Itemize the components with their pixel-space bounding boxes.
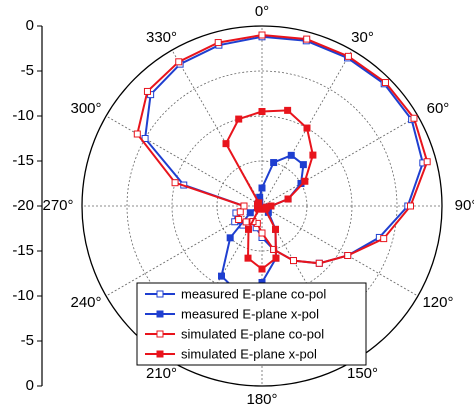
angle-label: 120° xyxy=(422,294,453,311)
marker xyxy=(315,259,323,267)
legend-label: measured E-plane x-pol xyxy=(181,306,319,321)
marker xyxy=(309,151,317,159)
angle-label: 0° xyxy=(255,3,269,20)
marker xyxy=(423,158,431,166)
radial-tick-label: -15 xyxy=(12,152,34,169)
marker xyxy=(222,140,230,148)
angle-label: 300° xyxy=(71,100,102,117)
legend-marker xyxy=(156,350,164,358)
radial-tick-label: -20 xyxy=(12,197,34,214)
marker xyxy=(303,124,311,132)
legend-marker xyxy=(156,310,164,318)
marker xyxy=(246,209,254,217)
grid-circle xyxy=(81,25,443,387)
marker xyxy=(284,195,292,203)
marker xyxy=(258,31,266,39)
angle-label: 180° xyxy=(246,391,277,408)
series xyxy=(222,106,317,273)
marker xyxy=(261,205,269,213)
angle-label: 240° xyxy=(71,294,102,311)
legend-label: measured E-plane co-pol xyxy=(181,286,326,301)
marker xyxy=(255,199,263,207)
marker xyxy=(214,39,222,47)
marker xyxy=(175,58,183,66)
legend-box xyxy=(136,282,367,366)
marker xyxy=(380,235,388,243)
marker xyxy=(171,179,179,187)
marker xyxy=(235,115,243,123)
marker xyxy=(270,159,278,167)
grid-spoke xyxy=(261,205,419,297)
marker xyxy=(301,177,309,185)
legend-label: simulated E-plane co-pol xyxy=(181,326,324,341)
radial-tick-label: -10 xyxy=(12,107,34,124)
marker xyxy=(143,87,151,95)
angle-label: 90° xyxy=(455,197,474,214)
marker xyxy=(244,254,252,262)
angle-label: 210° xyxy=(146,365,177,382)
marker xyxy=(245,225,252,233)
marker xyxy=(272,225,279,233)
marker xyxy=(242,218,250,226)
grid-circle xyxy=(126,70,398,342)
marker xyxy=(344,52,352,60)
grid-spoke xyxy=(105,115,263,207)
marker xyxy=(299,161,307,169)
radial-tick-label: -15 xyxy=(12,242,34,259)
angle-label: 150° xyxy=(347,365,378,382)
angle-label: 30° xyxy=(351,29,374,46)
angle-label: 270° xyxy=(42,197,73,214)
marker xyxy=(235,216,243,223)
marker xyxy=(381,79,389,87)
marker xyxy=(236,208,244,216)
marker xyxy=(344,252,352,259)
series-line xyxy=(136,33,429,265)
legend-marker xyxy=(156,290,164,298)
marker xyxy=(141,135,149,142)
marker xyxy=(240,202,248,210)
marker xyxy=(303,35,311,43)
marker xyxy=(407,202,414,210)
radial-tick-label: -5 xyxy=(21,62,34,79)
radial-tick-label: 0 xyxy=(26,377,34,394)
marker xyxy=(272,254,280,262)
legend-marker xyxy=(156,330,164,338)
marker xyxy=(410,114,418,122)
marker xyxy=(290,257,297,265)
marker xyxy=(287,151,295,159)
grid-spoke xyxy=(261,115,419,207)
angle-label: 60° xyxy=(427,100,450,117)
legend-label: simulated E-plane x-pol xyxy=(181,346,317,361)
legend: measured E-plane co-pol measured E-plane … xyxy=(136,282,367,366)
radial-tick-label: -10 xyxy=(12,287,34,304)
marker xyxy=(226,234,234,242)
marker xyxy=(258,265,266,273)
angle-label: 330° xyxy=(146,29,177,46)
marker xyxy=(258,108,266,115)
marker xyxy=(284,106,292,114)
marker xyxy=(258,184,266,192)
radial-tick-label: 0 xyxy=(26,17,34,34)
marker xyxy=(133,130,141,138)
marker xyxy=(258,229,266,237)
marker xyxy=(218,272,225,280)
series xyxy=(133,31,431,267)
radial-tick-label: -5 xyxy=(21,332,34,349)
series xyxy=(141,33,427,267)
